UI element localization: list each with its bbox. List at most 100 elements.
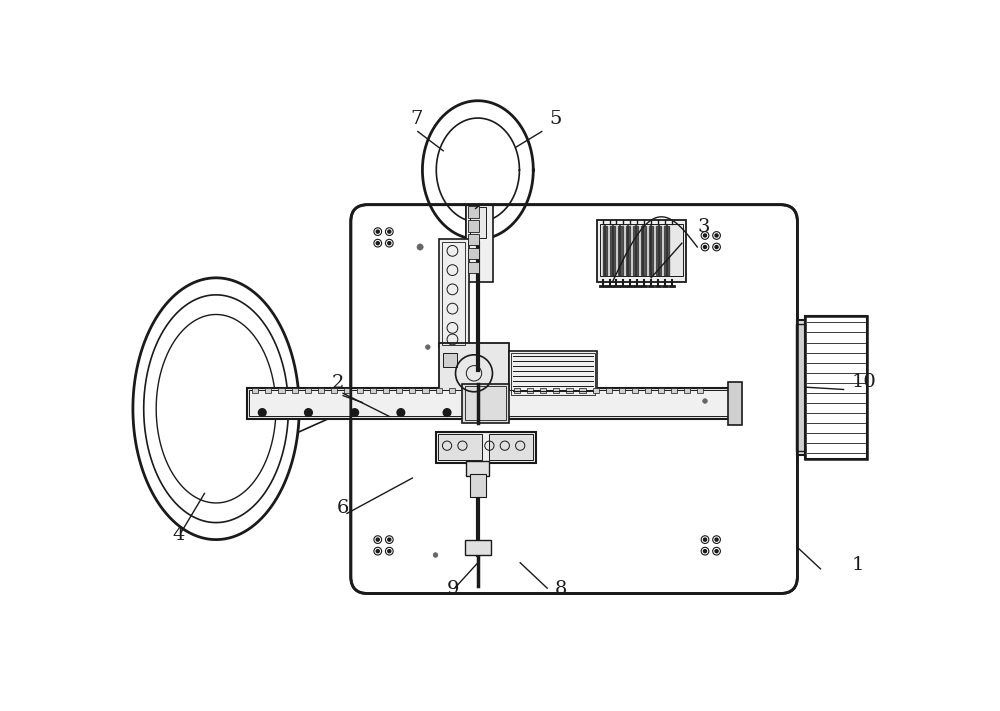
Bar	[449, 388, 455, 392]
Text: 1: 1	[851, 557, 864, 574]
Bar	[465, 386, 506, 420]
Bar	[305, 388, 311, 392]
Bar	[728, 382, 742, 425]
Bar	[439, 343, 509, 405]
Text: 5: 5	[549, 109, 562, 128]
Circle shape	[443, 409, 451, 417]
Bar	[805, 316, 867, 459]
Bar	[684, 388, 690, 392]
Bar	[278, 388, 285, 392]
Circle shape	[388, 242, 391, 245]
Bar	[466, 461, 489, 476]
Circle shape	[703, 538, 707, 541]
Bar	[466, 205, 489, 243]
Bar	[409, 388, 415, 392]
Bar	[292, 388, 298, 392]
Circle shape	[305, 409, 312, 417]
Text: 4: 4	[172, 525, 185, 544]
Bar	[247, 388, 740, 419]
Bar	[318, 388, 324, 392]
Circle shape	[703, 245, 707, 249]
Bar	[357, 388, 363, 392]
Bar	[396, 388, 402, 392]
Bar	[632, 388, 638, 392]
Bar	[470, 474, 486, 497]
Text: 2: 2	[332, 374, 344, 392]
Bar	[436, 432, 536, 463]
Circle shape	[703, 399, 707, 403]
Bar	[475, 388, 481, 392]
Bar	[370, 388, 376, 392]
Circle shape	[388, 230, 391, 233]
Circle shape	[376, 242, 379, 245]
Bar	[439, 240, 469, 347]
Bar	[658, 388, 664, 392]
Circle shape	[376, 230, 379, 233]
Bar	[438, 434, 482, 460]
Bar	[489, 434, 533, 460]
Bar	[468, 248, 479, 260]
Bar	[470, 207, 486, 237]
Bar	[443, 353, 457, 367]
Bar	[462, 384, 509, 422]
Circle shape	[715, 538, 718, 541]
Circle shape	[417, 244, 423, 250]
Bar	[501, 388, 507, 392]
Bar	[488, 388, 494, 392]
Bar	[468, 262, 479, 273]
Bar	[509, 351, 597, 397]
Bar	[465, 540, 491, 555]
Bar	[553, 388, 559, 392]
Bar	[805, 316, 867, 459]
Bar	[597, 220, 686, 282]
Bar	[527, 388, 533, 392]
Circle shape	[388, 538, 391, 541]
Bar	[566, 388, 573, 392]
Bar	[331, 388, 337, 392]
Bar	[514, 388, 520, 392]
Bar	[645, 388, 651, 392]
Circle shape	[433, 552, 438, 557]
Circle shape	[715, 245, 718, 249]
Bar	[383, 388, 389, 392]
Circle shape	[425, 345, 430, 349]
Bar	[462, 388, 468, 392]
Bar	[265, 388, 271, 392]
Bar	[344, 388, 350, 392]
Bar	[511, 353, 595, 395]
Circle shape	[715, 234, 718, 237]
Text: 7: 7	[410, 109, 422, 128]
Bar	[422, 388, 429, 392]
Text: 9: 9	[447, 579, 460, 597]
Bar	[579, 388, 586, 392]
Text: 3: 3	[697, 218, 710, 235]
Circle shape	[715, 550, 718, 552]
Circle shape	[258, 409, 266, 417]
Circle shape	[703, 234, 707, 237]
Bar	[619, 388, 625, 392]
Bar	[796, 324, 805, 451]
Bar	[249, 390, 737, 417]
Circle shape	[397, 409, 405, 417]
Circle shape	[376, 538, 379, 541]
Bar	[252, 388, 258, 392]
Bar	[468, 220, 479, 232]
Bar	[540, 388, 546, 392]
Bar	[436, 388, 442, 392]
Bar	[797, 320, 805, 455]
Bar	[442, 242, 465, 345]
Bar	[466, 205, 493, 282]
Bar	[468, 206, 479, 218]
Bar	[606, 388, 612, 392]
Bar	[593, 388, 599, 392]
Bar	[600, 224, 683, 277]
Text: 8: 8	[555, 579, 567, 597]
Circle shape	[351, 409, 358, 417]
Text: 10: 10	[851, 373, 876, 391]
Circle shape	[703, 550, 707, 552]
Circle shape	[388, 550, 391, 552]
Bar	[468, 234, 479, 245]
Bar	[697, 388, 703, 392]
Bar	[671, 388, 677, 392]
Text: 6: 6	[337, 499, 349, 518]
